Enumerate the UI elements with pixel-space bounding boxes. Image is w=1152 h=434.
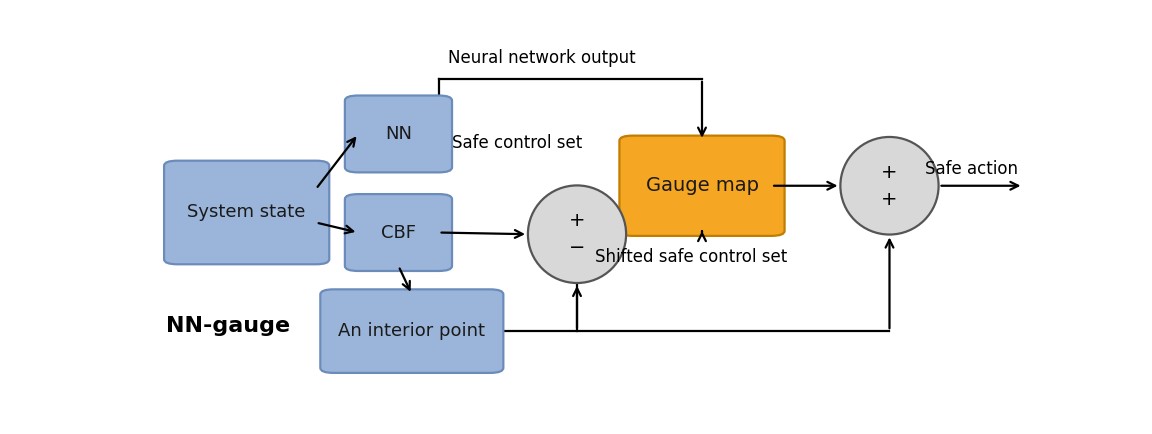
Text: Gauge map: Gauge map [645,176,758,195]
FancyBboxPatch shape [344,95,452,172]
Text: +: + [569,211,585,230]
Text: Safe control set: Safe control set [452,135,582,152]
Ellipse shape [528,185,627,283]
Text: An interior point: An interior point [339,322,485,340]
Text: System state: System state [188,204,306,221]
Text: +: + [881,163,897,181]
Text: CBF: CBF [381,224,416,242]
Text: −: − [569,238,585,257]
Text: Neural network output: Neural network output [447,49,635,67]
FancyBboxPatch shape [344,194,452,271]
Text: Shifted safe control set: Shifted safe control set [594,247,787,266]
Text: NN: NN [385,125,412,143]
FancyBboxPatch shape [620,135,785,236]
FancyBboxPatch shape [164,161,329,264]
Text: Safe action: Safe action [925,160,1018,178]
Ellipse shape [840,137,939,234]
FancyBboxPatch shape [320,289,503,373]
Text: NN-gauge: NN-gauge [166,316,290,336]
Text: +: + [881,190,897,209]
